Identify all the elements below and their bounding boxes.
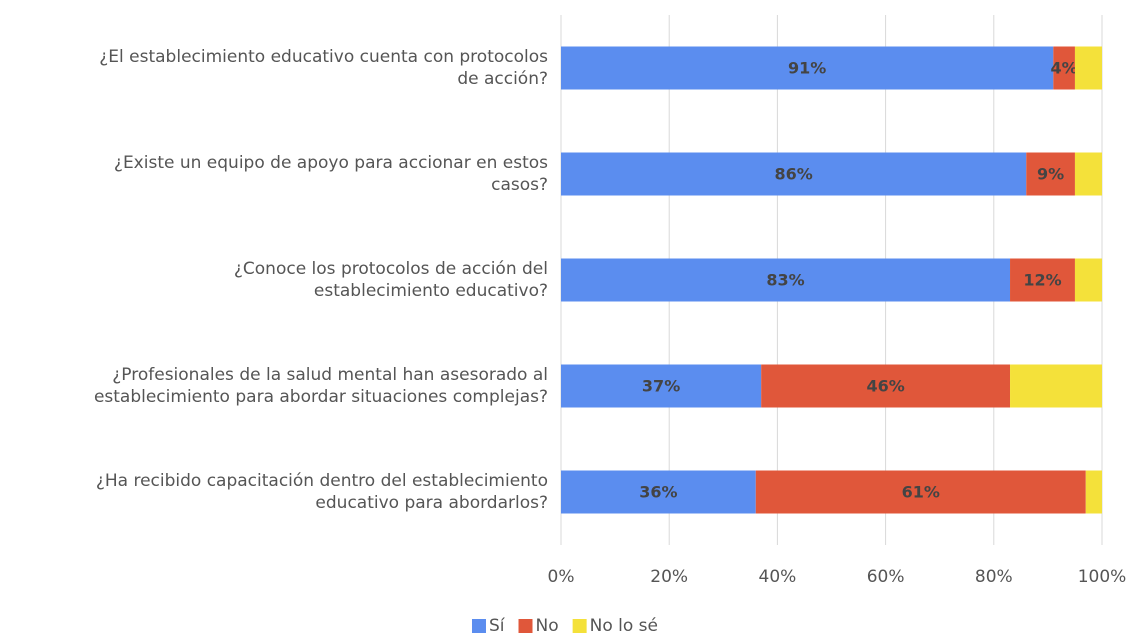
bar-segment bbox=[561, 46, 1054, 90]
bar-segment bbox=[761, 364, 1011, 408]
legend-label: No lo sé bbox=[590, 616, 658, 635]
category-line: ¿Profesionales de la salud mental han as… bbox=[112, 365, 548, 385]
bar-segment bbox=[1085, 470, 1102, 514]
category-label: ¿Existe un equipo de apoyo para accionar… bbox=[114, 153, 548, 195]
legend-swatch bbox=[471, 619, 486, 633]
category-line: de acción? bbox=[457, 69, 548, 89]
legend-swatch bbox=[572, 619, 587, 633]
category-line: ¿El establecimiento educativo cuenta con… bbox=[99, 47, 548, 67]
data-label: 61% bbox=[902, 483, 940, 502]
x-tick-label: 20% bbox=[650, 567, 688, 587]
category-label: ¿El establecimiento educativo cuenta con… bbox=[99, 47, 548, 89]
category-label: ¿Conoce los protocolos de acción del esta… bbox=[234, 259, 548, 301]
x-tick-label: 100% bbox=[1078, 567, 1127, 587]
bar-segment bbox=[561, 152, 1027, 196]
category-line: casos? bbox=[491, 175, 548, 195]
bar-segment bbox=[1074, 152, 1102, 196]
bar-segment bbox=[561, 470, 756, 514]
bar-segment bbox=[755, 470, 1086, 514]
data-label: 91% bbox=[788, 59, 826, 78]
data-label: 4% bbox=[1051, 59, 1078, 78]
data-label: 12% bbox=[1023, 271, 1061, 290]
bar-segment bbox=[1074, 46, 1102, 90]
bar-segment bbox=[1010, 258, 1075, 302]
category-line: ¿Ha recibido capacitación dentro del est… bbox=[96, 471, 548, 491]
bar-segment bbox=[1074, 258, 1102, 302]
data-label: 37% bbox=[642, 377, 680, 396]
category-line: ¿Conoce los protocolos de acción del bbox=[234, 259, 548, 279]
data-label: 36% bbox=[639, 483, 677, 502]
category-line: ¿Existe un equipo de apoyo para accionar… bbox=[114, 153, 548, 173]
bar-segment bbox=[1026, 152, 1075, 196]
bar-segment bbox=[1053, 46, 1075, 90]
category-line: educativo para abordarlos? bbox=[315, 493, 548, 513]
data-label: 46% bbox=[866, 377, 904, 396]
bar-segment bbox=[561, 364, 762, 408]
category-label: ¿Profesionales de la salud mental han as… bbox=[94, 365, 548, 407]
data-label: 86% bbox=[774, 165, 812, 184]
x-tick-label: 0% bbox=[548, 567, 575, 587]
bar-segment bbox=[561, 258, 1011, 302]
legend-swatch bbox=[518, 619, 533, 633]
data-label: 83% bbox=[766, 271, 804, 290]
category-line: establecimiento educativo? bbox=[314, 281, 548, 301]
legend-label: No bbox=[536, 616, 559, 635]
x-tick-label: 80% bbox=[975, 567, 1013, 587]
category-line: establecimiento para abordar situaciones… bbox=[94, 387, 548, 407]
legend-label: Sí bbox=[489, 616, 506, 635]
bar-segment bbox=[1010, 364, 1102, 408]
category-label: ¿Ha recibido capacitación dentro del est… bbox=[96, 471, 548, 513]
data-label: 9% bbox=[1037, 165, 1064, 184]
x-tick-label: 60% bbox=[867, 567, 905, 587]
x-tick-label: 40% bbox=[759, 567, 797, 587]
legend: Sí No No lo sé bbox=[471, 616, 658, 635]
